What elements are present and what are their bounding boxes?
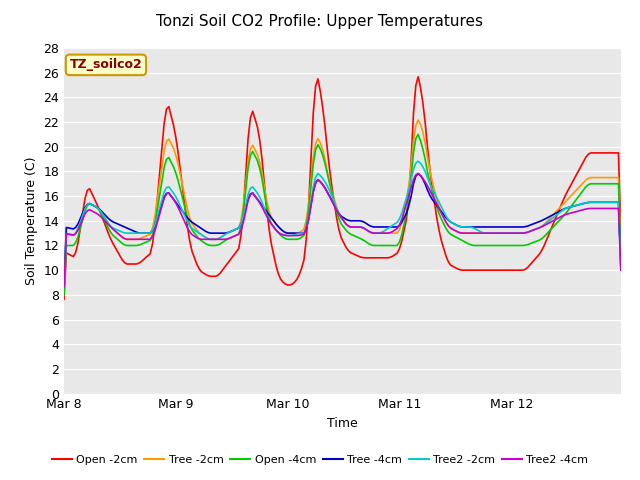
Tree -4cm xyxy=(148,228,156,234)
Tree -2cm xyxy=(97,209,105,215)
Tree -4cm xyxy=(414,170,422,176)
Open -4cm xyxy=(60,292,68,298)
Tree -4cm xyxy=(431,199,438,205)
Open -2cm xyxy=(431,199,438,205)
Open -4cm xyxy=(148,232,156,238)
Tree -4cm xyxy=(60,280,68,286)
Open -4cm xyxy=(431,196,438,202)
Line: Tree2 -2cm: Tree2 -2cm xyxy=(64,161,621,287)
Open -2cm xyxy=(83,188,91,193)
Tree -2cm xyxy=(617,247,625,252)
Tree2 -4cm xyxy=(83,208,91,214)
Tree -4cm xyxy=(249,190,257,196)
Text: TZ_soilco2: TZ_soilco2 xyxy=(70,59,142,72)
Tree2 -2cm xyxy=(83,202,91,208)
Open -2cm xyxy=(617,230,625,236)
Tree -2cm xyxy=(60,284,68,289)
Tree -2cm xyxy=(249,143,257,148)
Line: Open -2cm: Open -2cm xyxy=(64,77,621,300)
Line: Tree -2cm: Tree -2cm xyxy=(64,120,621,287)
Tree -2cm xyxy=(414,117,422,123)
Open -2cm xyxy=(580,159,588,165)
Tree2 -4cm xyxy=(580,207,588,213)
Tree -4cm xyxy=(617,263,625,269)
Tree2 -2cm xyxy=(148,228,156,233)
Tree -2cm xyxy=(83,202,91,208)
Open -4cm xyxy=(83,203,91,208)
Open -2cm xyxy=(414,74,422,80)
Tree2 -4cm xyxy=(148,234,156,240)
Tree2 -2cm xyxy=(431,190,438,196)
Tree -4cm xyxy=(580,201,588,206)
Tree2 -4cm xyxy=(431,196,438,202)
Tree2 -2cm xyxy=(97,209,105,215)
Tree2 -4cm xyxy=(249,190,257,196)
Open -4cm xyxy=(414,132,422,137)
Tree -2cm xyxy=(431,187,438,193)
Open -4cm xyxy=(97,211,105,216)
Tree -2cm xyxy=(148,225,156,231)
Open -4cm xyxy=(249,148,257,154)
Tree2 -2cm xyxy=(580,201,588,206)
Tree2 -4cm xyxy=(414,170,422,176)
Tree -4cm xyxy=(83,202,91,207)
Open -2cm xyxy=(60,297,68,302)
Line: Tree -4cm: Tree -4cm xyxy=(64,173,621,283)
Tree2 -4cm xyxy=(60,284,68,289)
Open -2cm xyxy=(97,212,105,217)
Legend: Open -2cm, Tree -2cm, Open -4cm, Tree -4cm, Tree2 -2cm, Tree2 -4cm: Open -2cm, Tree -2cm, Open -4cm, Tree -4… xyxy=(47,451,593,469)
Line: Open -4cm: Open -4cm xyxy=(64,134,621,295)
Open -4cm xyxy=(617,251,625,257)
Open -2cm xyxy=(148,241,156,247)
Y-axis label: Soil Temperature (C): Soil Temperature (C) xyxy=(25,156,38,285)
Tree2 -4cm xyxy=(97,214,105,220)
Tree2 -2cm xyxy=(414,158,422,164)
Open -4cm xyxy=(580,187,588,193)
X-axis label: Time: Time xyxy=(327,417,358,430)
Tree -4cm xyxy=(97,208,105,214)
Tree -2cm xyxy=(580,180,588,185)
Tree2 -2cm xyxy=(60,284,68,289)
Text: Tonzi Soil CO2 Profile: Upper Temperatures: Tonzi Soil CO2 Profile: Upper Temperatur… xyxy=(157,14,483,29)
Tree2 -4cm xyxy=(617,267,625,273)
Line: Tree2 -4cm: Tree2 -4cm xyxy=(64,173,621,287)
Tree2 -2cm xyxy=(617,263,625,269)
Tree2 -2cm xyxy=(249,184,257,190)
Open -2cm xyxy=(249,108,257,114)
